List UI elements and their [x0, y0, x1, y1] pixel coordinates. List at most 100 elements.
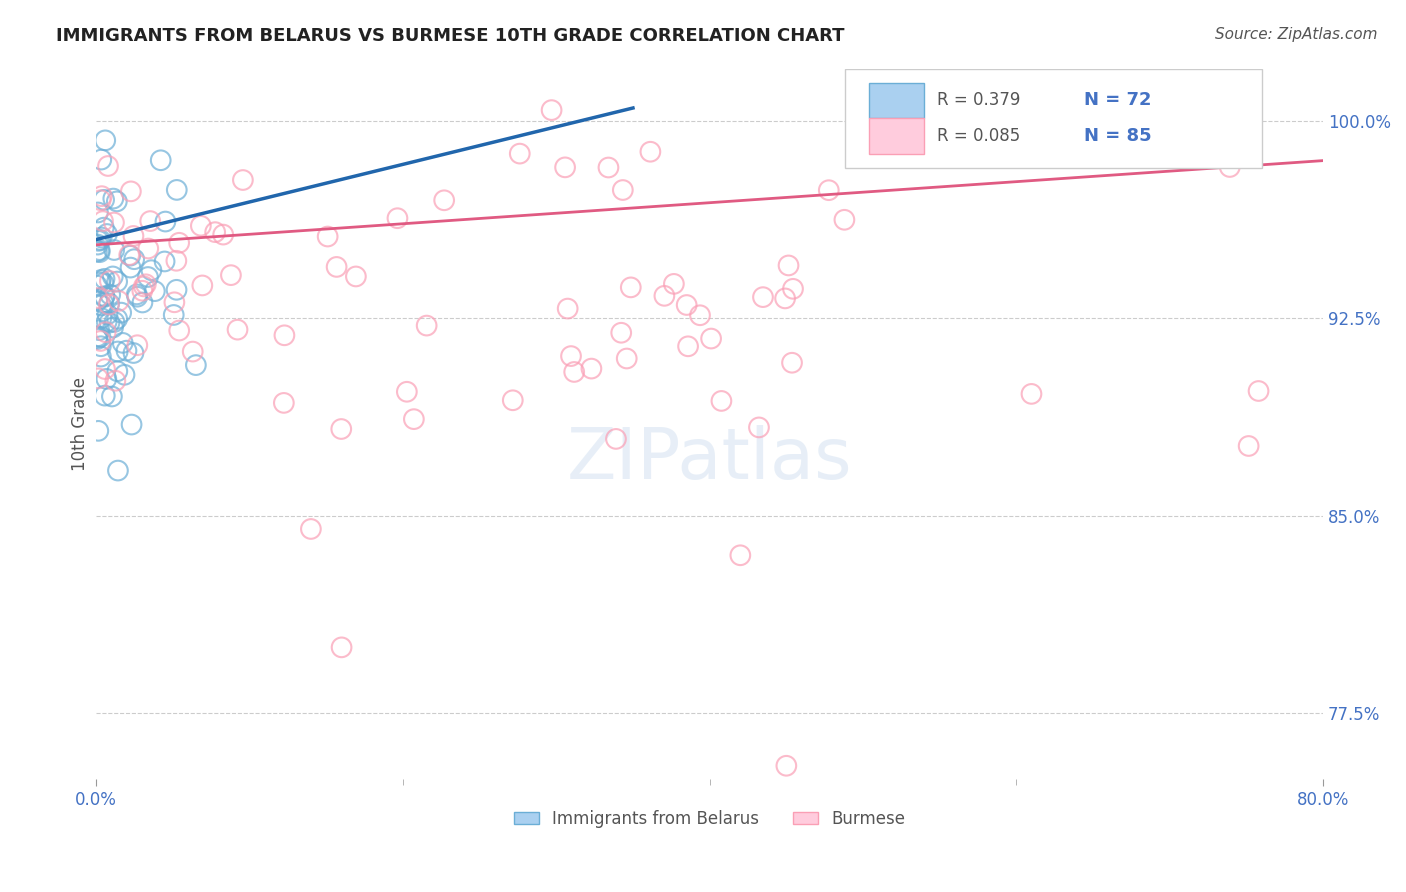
Point [89, 245, 111, 260]
Point [1237, 439, 1260, 453]
Point [773, 292, 796, 306]
Point [105, 275, 128, 289]
Point [135, 277, 157, 292]
Point [103, 192, 125, 206]
Point [93, 193, 115, 207]
Point [149, 153, 172, 168]
Point [94, 389, 117, 403]
Point [90, 193, 112, 207]
Point [118, 248, 141, 262]
Point [662, 277, 685, 291]
Point [107, 464, 129, 478]
Point [181, 344, 204, 359]
Point [94, 362, 117, 376]
Point [141, 263, 163, 277]
Point [98, 287, 121, 301]
Point [316, 229, 339, 244]
Point [131, 284, 153, 298]
Point [90, 339, 112, 353]
Point [817, 183, 839, 197]
Point [710, 393, 733, 408]
Point [103, 243, 125, 257]
Point [103, 215, 125, 229]
Point [232, 173, 254, 187]
Point [540, 103, 562, 117]
Point [125, 287, 148, 301]
Point [98, 296, 121, 310]
Point [273, 328, 295, 343]
Point [620, 280, 643, 294]
Point [110, 305, 132, 319]
Point [86, 244, 108, 259]
Point [90, 334, 112, 348]
Point [90, 311, 112, 326]
Point [834, 212, 856, 227]
Text: N = 72: N = 72 [1084, 92, 1152, 110]
Point [1021, 387, 1043, 401]
Text: IMMIGRANTS FROM BELARUS VS BURMESE 10TH GRADE CORRELATION CHART: IMMIGRANTS FROM BELARUS VS BURMESE 10TH … [56, 27, 845, 45]
Legend: Immigrants from Belarus, Burmese: Immigrants from Belarus, Burmese [508, 803, 912, 835]
Point [93, 289, 115, 303]
Text: ZIPatlas: ZIPatlas [567, 425, 852, 494]
Point [402, 412, 425, 426]
Point [730, 549, 752, 563]
Point [90, 298, 112, 312]
Point [114, 368, 136, 382]
Point [96, 372, 118, 386]
Point [127, 338, 149, 352]
Point [654, 289, 676, 303]
Point [395, 384, 418, 399]
Point [111, 335, 134, 350]
Point [127, 290, 149, 304]
Point [204, 225, 226, 239]
Point [120, 260, 142, 275]
Point [605, 432, 627, 446]
Point [509, 146, 531, 161]
Point [96, 307, 118, 321]
Point [191, 278, 214, 293]
Point [121, 417, 143, 432]
FancyBboxPatch shape [869, 83, 924, 119]
Point [330, 422, 353, 436]
Point [120, 249, 142, 263]
Point [433, 194, 456, 208]
Point [103, 315, 125, 329]
Point [122, 229, 145, 244]
Point [598, 161, 620, 175]
Point [86, 329, 108, 343]
Point [107, 293, 129, 308]
Point [90, 350, 112, 364]
Point [87, 234, 110, 248]
Point [86, 293, 108, 308]
Point [299, 522, 322, 536]
Point [778, 259, 800, 273]
Point [165, 253, 187, 268]
Point [330, 640, 353, 655]
Point [557, 301, 579, 316]
Point [562, 365, 585, 379]
Point [107, 344, 129, 359]
Point [89, 323, 111, 337]
Point [344, 269, 367, 284]
Text: R = 0.085: R = 0.085 [936, 127, 1019, 145]
Point [93, 276, 115, 290]
Point [93, 290, 115, 304]
Point [136, 270, 159, 285]
Text: N = 85: N = 85 [1084, 127, 1152, 145]
Point [87, 291, 110, 305]
Point [93, 220, 115, 235]
Point [98, 274, 121, 288]
Point [105, 311, 128, 326]
Point [89, 330, 111, 344]
Point [415, 318, 437, 333]
Text: Source: ZipAtlas.com: Source: ZipAtlas.com [1215, 27, 1378, 42]
Point [1247, 384, 1270, 398]
Point [91, 295, 114, 310]
Point [94, 133, 117, 147]
Point [87, 205, 110, 219]
Point [675, 298, 697, 312]
Point [775, 758, 797, 772]
Point [89, 243, 111, 257]
Point [640, 145, 662, 159]
Point [87, 371, 110, 385]
